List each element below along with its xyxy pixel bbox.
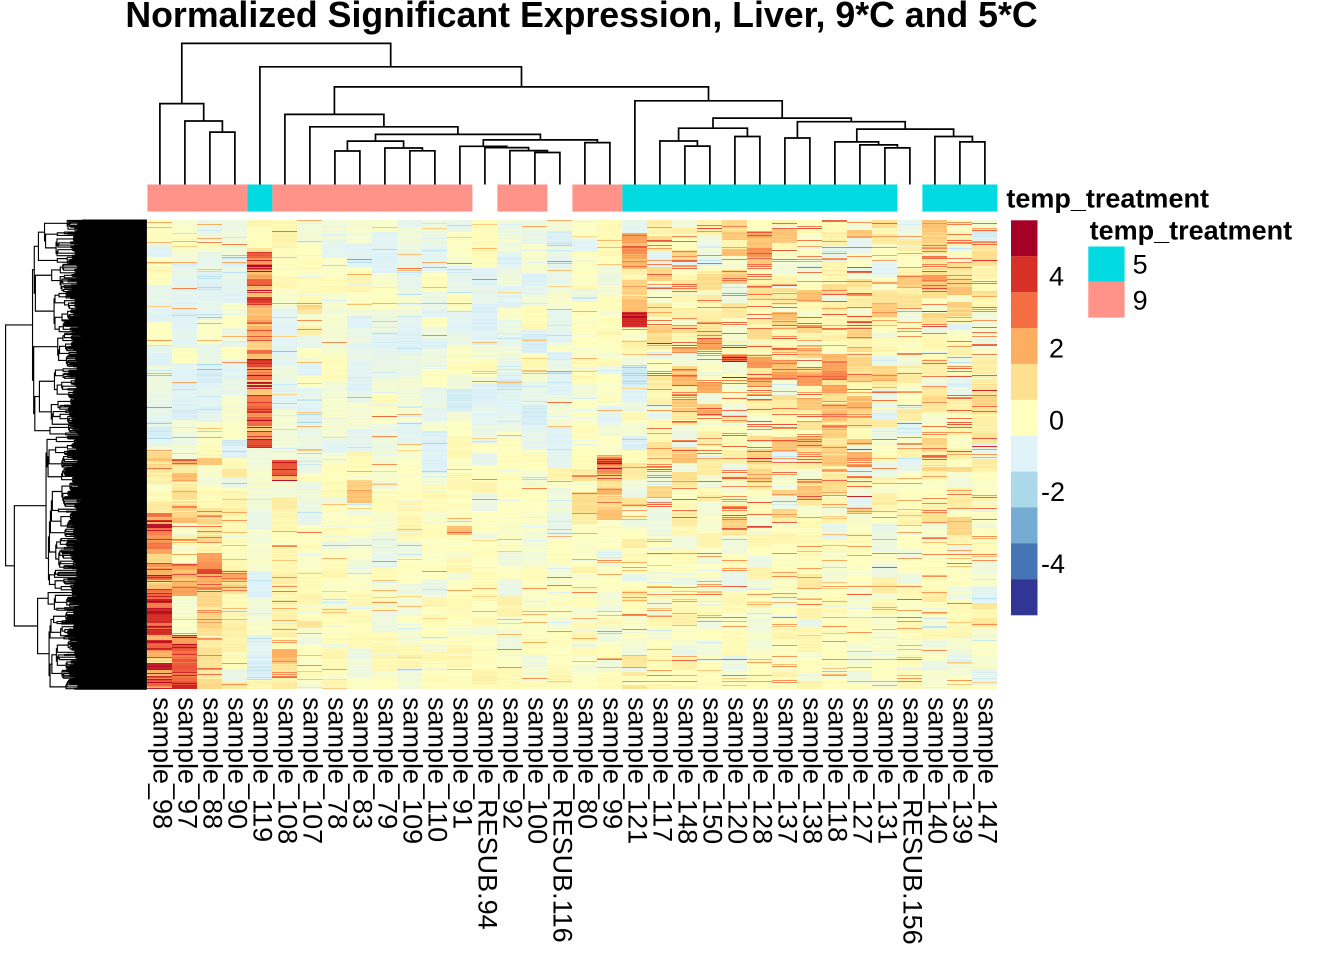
svg-text:-4: -4	[1041, 549, 1065, 579]
svg-text:sample_91: sample_91	[448, 697, 478, 829]
svg-text:sample_120: sample_120	[723, 697, 753, 844]
svg-text:sample_78: sample_78	[323, 697, 353, 829]
svg-text:sample_108: sample_108	[273, 697, 303, 844]
svg-text:sample_131: sample_131	[873, 697, 903, 844]
svg-text:0: 0	[1049, 405, 1064, 435]
svg-text:sample_118: sample_118	[823, 697, 853, 842]
svg-text:sample_110: sample_110	[423, 697, 453, 842]
svg-text:sample_117: sample_117	[648, 697, 678, 842]
svg-text:sample_128: sample_128	[748, 697, 778, 844]
svg-text:sample_147: sample_147	[973, 697, 1003, 844]
svg-text:sample_119: sample_119	[248, 697, 278, 842]
svg-text:sample_97: sample_97	[173, 697, 203, 829]
svg-text:sample_79: sample_79	[373, 697, 403, 829]
svg-text:4: 4	[1049, 262, 1064, 292]
svg-text:sample_RESUB.94: sample_RESUB.94	[473, 697, 503, 930]
svg-text:temp_treatment: temp_treatment	[1090, 215, 1293, 245]
svg-text:sample_138: sample_138	[798, 697, 828, 844]
svg-text:sample_100: sample_100	[523, 697, 553, 844]
svg-text:9: 9	[1133, 286, 1148, 316]
svg-text:sample_150: sample_150	[698, 697, 728, 844]
svg-text:temp_treatment: temp_treatment	[1006, 183, 1209, 213]
svg-text:sample_148: sample_148	[673, 697, 703, 844]
svg-text:sample_99: sample_99	[598, 697, 628, 829]
svg-text:sample_80: sample_80	[573, 697, 603, 829]
svg-text:sample_107: sample_107	[298, 697, 328, 844]
svg-text:sample_139: sample_139	[948, 697, 978, 844]
svg-text:sample_127: sample_127	[848, 697, 878, 844]
svg-text:sample_RESUB.156: sample_RESUB.156	[898, 697, 928, 945]
svg-text:sample_98: sample_98	[148, 697, 178, 829]
svg-text:sample_83: sample_83	[348, 697, 378, 829]
svg-text:sample_137: sample_137	[773, 697, 803, 844]
svg-text:sample_92: sample_92	[498, 697, 528, 829]
svg-text:sample_109: sample_109	[398, 697, 428, 844]
svg-text:sample_88: sample_88	[198, 697, 228, 829]
svg-text:2: 2	[1049, 334, 1064, 364]
svg-text:5: 5	[1133, 250, 1148, 280]
svg-text:sample_90: sample_90	[223, 697, 253, 829]
svg-text:sample_RESUB.116: sample_RESUB.116	[548, 697, 578, 943]
svg-text:-2: -2	[1041, 477, 1065, 507]
svg-text:sample_121: sample_121	[623, 697, 653, 844]
svg-text:sample_140: sample_140	[923, 697, 953, 844]
